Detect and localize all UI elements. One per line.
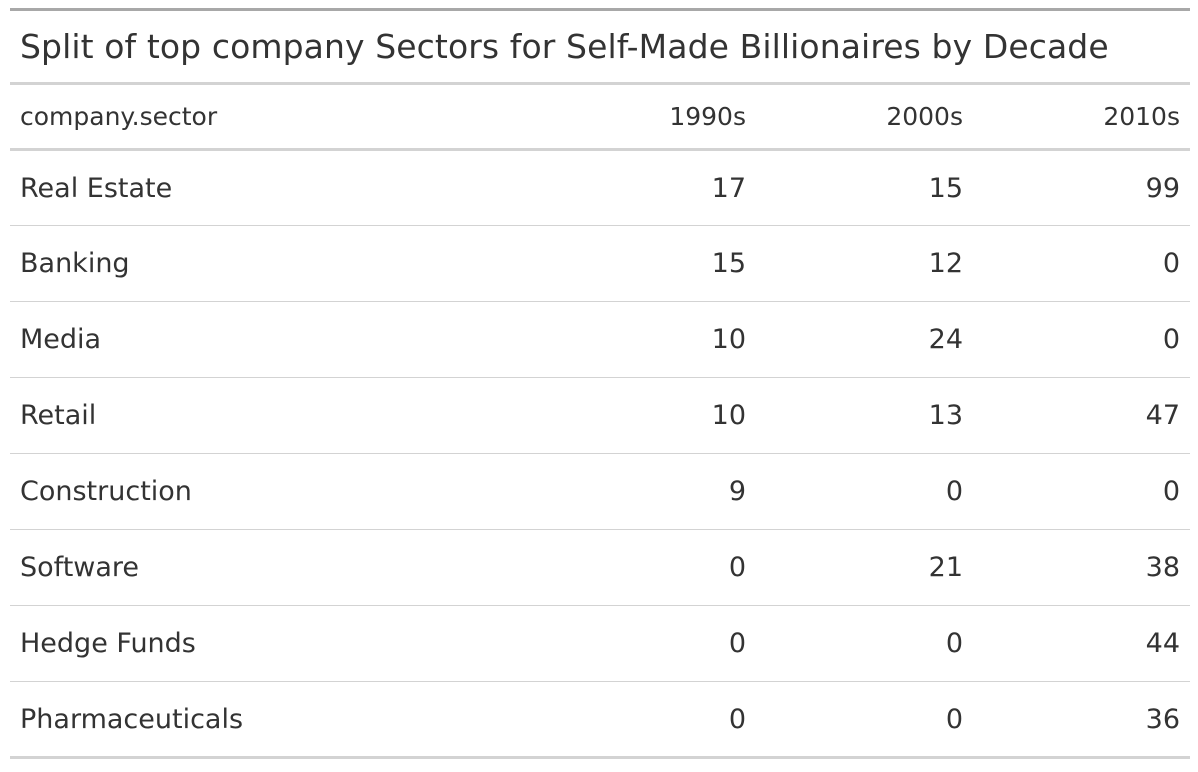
column-header-2010s: 2010s — [973, 83, 1190, 151]
value-cell-1990s: 9 — [530, 453, 756, 530]
table-body: Real Estate 17 15 99 Banking 15 12 0 Media 10 24 0 R… — [10, 150, 1190, 758]
value-cell-2000s: 0 — [756, 453, 973, 530]
value-cell-2000s: 24 — [756, 301, 973, 378]
column-header-row: company.sector 1990s 2000s 2010s — [10, 83, 1190, 151]
value-cell-2010s: 47 — [973, 377, 1190, 454]
table-row: Hedge Funds 0 0 44 — [10, 605, 1190, 682]
value-cell-2000s: 13 — [756, 377, 973, 454]
sector-label-cell: Construction — [10, 453, 530, 530]
column-header-2000s: 2000s — [756, 83, 973, 151]
table-row: Construction 9 0 0 — [10, 453, 1190, 530]
sector-label-cell: Real Estate — [20, 172, 173, 204]
sector-label-cell: Hedge Funds — [10, 605, 530, 682]
value-cell-2000s: 0 — [756, 681, 973, 758]
value-cell-1990s: 0 — [530, 529, 756, 606]
value-cell-1990s: 0 — [530, 605, 756, 682]
value-cell-2010s: 44 — [973, 605, 1190, 682]
value-cell-1990s: 15 — [530, 225, 756, 302]
table-row: Pharmaceuticals 0 0 36 — [10, 681, 1190, 758]
sector-label-cell: Retail — [10, 377, 530, 454]
value-cell-2010s: 99 — [1145, 172, 1180, 204]
value-cell-2010s: 38 — [973, 529, 1190, 606]
table-row: Software 0 21 38 — [10, 529, 1190, 606]
table-row: Banking 15 12 0 — [10, 225, 1190, 302]
value-cell-1990s: 17 — [711, 172, 746, 204]
value-cell-2000s: 21 — [756, 529, 973, 606]
value-cell-1990s: 0 — [530, 681, 756, 758]
value-cell-1990s: 10 — [530, 301, 756, 378]
sector-label-cell: Banking — [10, 225, 530, 302]
value-cell-2000s: 15 — [928, 172, 963, 204]
title-row: Split of top company Sectors for Self-Ma… — [10, 9, 1190, 85]
value-cell-1990s: 10 — [530, 377, 756, 454]
value-cell-2010s: 0 — [973, 225, 1190, 302]
value-cell-2010s: 36 — [973, 681, 1190, 758]
value-cell-2010s: 0 — [973, 301, 1190, 378]
table-row: Retail 10 13 47 — [10, 377, 1190, 454]
sector-label-cell: Software — [10, 529, 530, 606]
table-row: Real Estate 17 15 99 — [10, 150, 1190, 226]
value-cell-2000s: 0 — [756, 605, 973, 682]
sector-label-cell: Media — [10, 301, 530, 378]
value-cell-2010s: 0 — [973, 453, 1190, 530]
column-header-sector: company.sector — [10, 83, 530, 151]
value-cell-2000s: 12 — [756, 225, 973, 302]
table-row: Media 10 24 0 — [10, 301, 1190, 378]
table-title: Split of top company Sectors for Self-Ma… — [10, 9, 1190, 85]
sector-label-cell: Pharmaceuticals — [10, 681, 530, 758]
column-header-1990s: 1990s — [530, 83, 756, 151]
data-table: Split of top company Sectors for Self-Ma… — [10, 8, 1190, 759]
